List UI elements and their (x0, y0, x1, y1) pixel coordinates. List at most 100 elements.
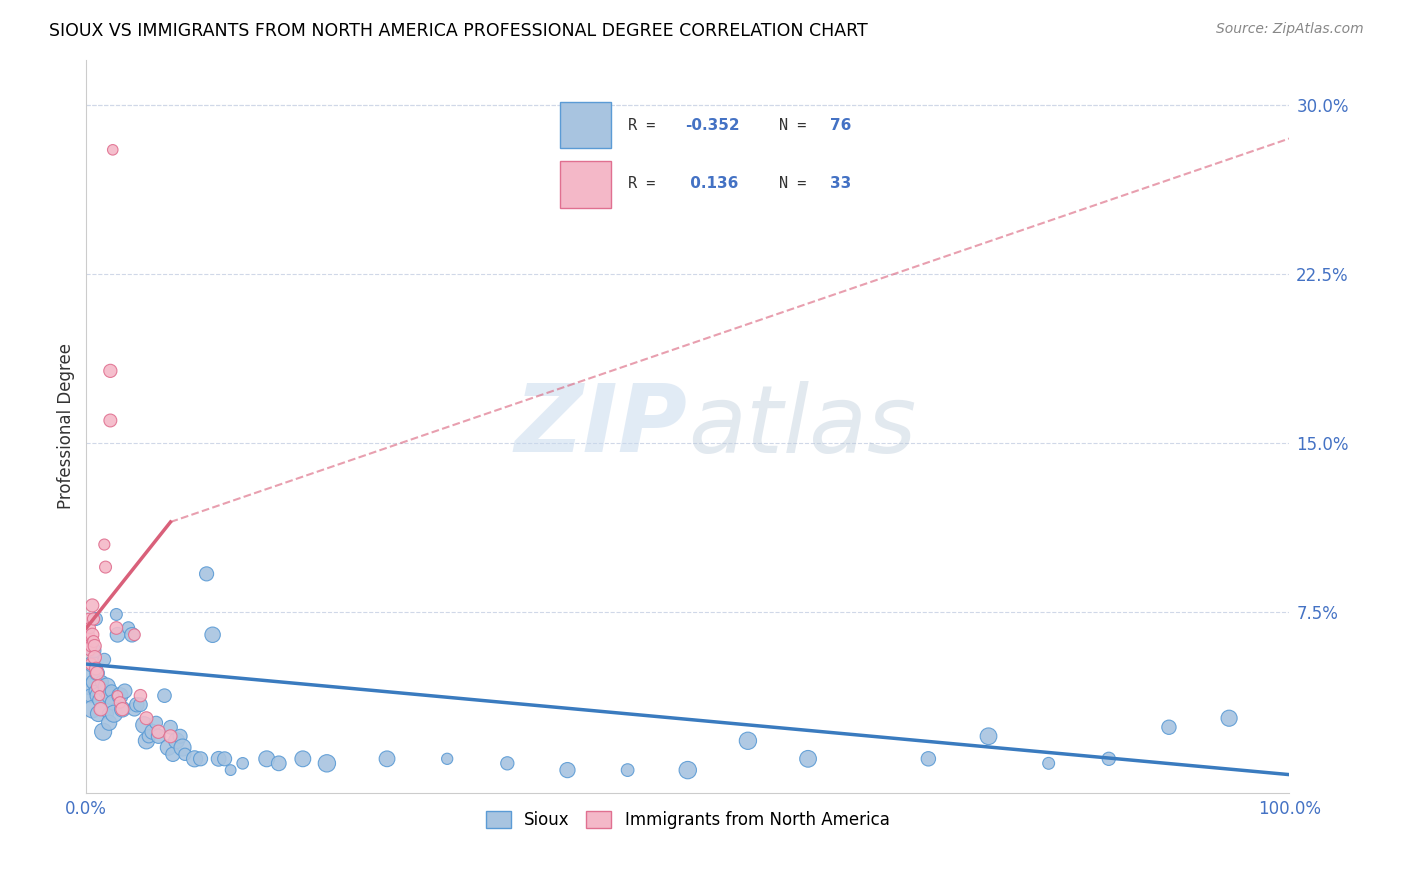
Point (101, 143, 124, 157)
Point (124, 702, 146, 716)
Point (96, 680, 118, 694)
Point (496, 756, 519, 771)
Point (267, 756, 290, 771)
Point (80, 689, 103, 703)
Point (138, 729, 160, 743)
Point (98, 413, 121, 427)
Point (100, 684, 122, 698)
Point (169, 729, 191, 743)
Point (214, 752, 236, 766)
Point (159, 720, 181, 734)
Point (162, 747, 184, 762)
Point (111, 702, 134, 716)
Point (105, 607, 128, 622)
Point (90, 675, 112, 690)
Point (107, 628, 129, 642)
Point (159, 729, 181, 743)
Point (98, 364, 121, 378)
Point (135, 711, 157, 725)
Point (219, 763, 242, 777)
Point (129, 689, 152, 703)
Point (315, 756, 337, 771)
Y-axis label: Professional Degree: Professional Degree (58, 343, 75, 509)
Point (111, 702, 134, 716)
Point (103, 706, 125, 721)
Point (77, 612, 100, 626)
Point (145, 715, 167, 730)
Point (83, 612, 105, 626)
Point (82, 702, 104, 716)
Point (132, 718, 155, 732)
Point (129, 698, 152, 712)
Point (84, 612, 107, 626)
Point (207, 752, 229, 766)
Point (114, 684, 136, 698)
Point (917, 752, 939, 766)
Point (153, 689, 176, 703)
Point (82, 657, 104, 671)
Point (676, 763, 699, 777)
Point (101, 695, 124, 709)
Point (77, 666, 100, 681)
Point (256, 752, 278, 766)
Point (94, 684, 117, 698)
Point (83, 650, 105, 665)
Point (94, 560, 117, 574)
Point (83, 684, 105, 698)
Point (86, 666, 108, 681)
Point (76, 628, 98, 642)
Point (125, 698, 148, 712)
Point (79, 643, 101, 657)
Point (83, 634, 105, 648)
Point (84, 662, 107, 676)
Point (436, 752, 458, 766)
Point (77, 628, 100, 642)
Point (83, 643, 105, 657)
Point (86, 666, 108, 681)
Point (83, 675, 105, 690)
Point (91, 724, 114, 739)
Text: atlas: atlas (688, 381, 917, 472)
Point (375, 752, 398, 766)
Point (76, 639, 98, 653)
Point (174, 747, 197, 762)
Point (117, 621, 139, 635)
Point (172, 740, 194, 755)
Point (98, 689, 121, 703)
Point (89, 689, 111, 703)
Point (291, 752, 314, 766)
Point (82, 599, 104, 613)
Point (201, 628, 224, 642)
Point (1218, 711, 1240, 725)
Point (148, 724, 170, 739)
Point (616, 763, 638, 777)
Point (89, 693, 111, 707)
Point (80, 657, 103, 671)
Point (93, 537, 115, 551)
Point (90, 702, 112, 716)
Point (83, 639, 105, 653)
Point (87, 706, 110, 721)
Point (121, 628, 143, 642)
Point (107, 689, 129, 703)
Point (1157, 720, 1180, 734)
Point (108, 695, 131, 709)
Point (157, 740, 180, 755)
Point (87, 689, 110, 703)
Point (93, 652, 115, 666)
Point (87, 680, 110, 694)
Text: SIOUX VS IMMIGRANTS FROM NORTH AMERICA PROFESSIONAL DEGREE CORRELATION CHART: SIOUX VS IMMIGRANTS FROM NORTH AMERICA P… (49, 22, 868, 40)
Point (1098, 752, 1121, 766)
Point (97, 706, 120, 721)
Point (232, 756, 254, 771)
Point (105, 621, 128, 635)
Point (1038, 756, 1060, 771)
Point (141, 724, 163, 739)
Point (737, 733, 759, 747)
Point (82, 628, 104, 642)
Text: Source: ZipAtlas.com: Source: ZipAtlas.com (1216, 22, 1364, 37)
Point (90, 702, 112, 716)
Point (797, 752, 820, 766)
Point (148, 729, 170, 743)
Point (166, 733, 188, 747)
